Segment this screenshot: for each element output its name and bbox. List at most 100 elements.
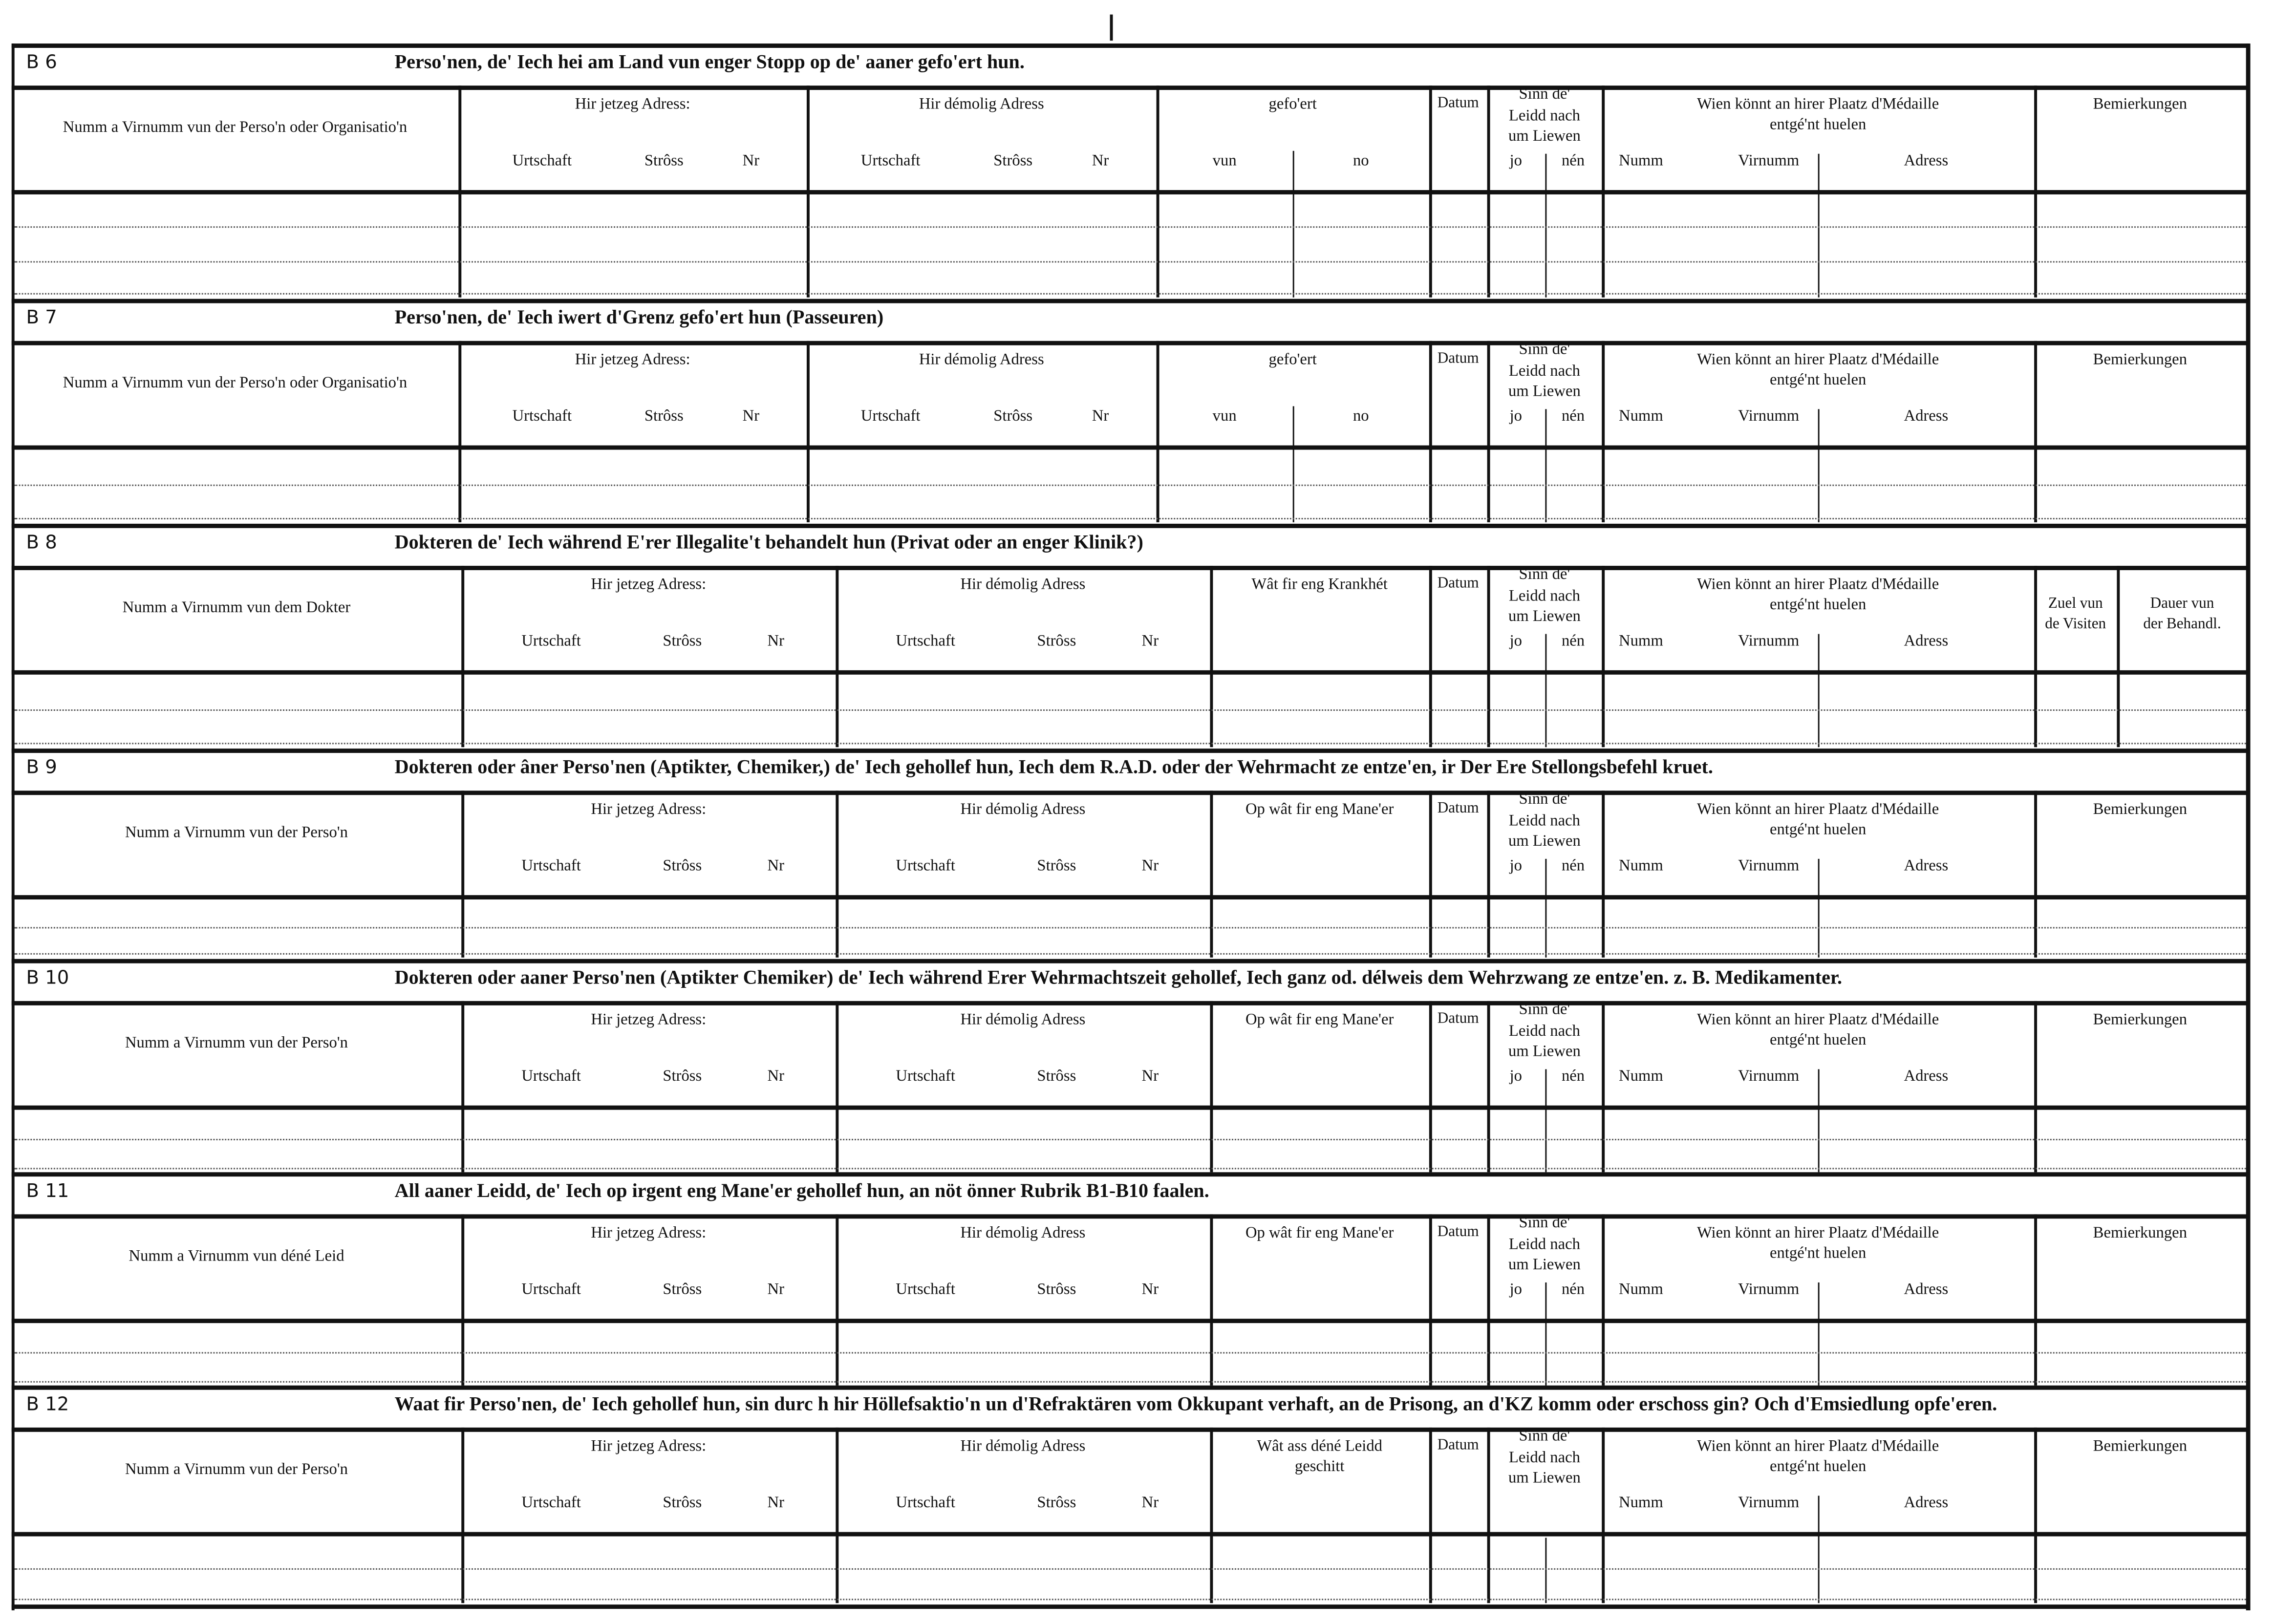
remarks-header: Bemierkungen — [2093, 95, 2187, 113]
divider — [461, 566, 464, 748]
former-address-header: Hir démolig Adress — [919, 95, 1044, 113]
address-subheader: Nr — [767, 857, 785, 875]
divider — [11, 1105, 2249, 1110]
divider — [11, 523, 2249, 528]
name-column-header: Numm a Virnumm vun déné Leid — [129, 1247, 344, 1265]
divider — [1602, 1214, 1604, 1386]
former-address-header: Hir démolig Adress — [960, 1011, 1086, 1029]
section-code: B 6 — [26, 52, 57, 74]
address-subheader: Adress — [1904, 857, 1949, 875]
column4-header: Wât fir eng Krankhét — [1251, 576, 1388, 594]
address-subheader: Adress — [1904, 407, 1949, 426]
divider — [1429, 341, 1432, 522]
former-address-header: Hir démolig Adress — [919, 351, 1044, 369]
divider — [1210, 1427, 1212, 1603]
no-subheader: nén — [1561, 407, 1585, 426]
address-subheader: Strôss — [1037, 857, 1076, 875]
divider — [2034, 1214, 2037, 1386]
former-address-header: Hir démolig Adress — [960, 576, 1086, 594]
remarks-header: Bemierkungen — [2093, 1437, 2187, 1455]
remarks-header: Bemierkungen — [2093, 801, 2187, 818]
current-address-header: Hir jetzeg Adress: — [575, 95, 690, 113]
no-subheader: nén — [1561, 857, 1585, 875]
last-name-subheader: Numm — [1619, 152, 1663, 170]
divider — [1292, 406, 1294, 522]
divider — [1602, 85, 1604, 298]
address-subheader: Strôss — [663, 1494, 702, 1512]
address-subheader: Urtschaft — [521, 632, 581, 650]
address-subheader: Nr — [742, 152, 760, 170]
address-subheader: Strôss — [993, 152, 1033, 170]
divider — [1429, 1214, 1432, 1386]
entry-row-line — [14, 743, 2246, 745]
divider — [1156, 85, 1159, 298]
address-subheader: Urtschaft — [896, 632, 955, 650]
yes-subheader: jo — [1509, 1281, 1522, 1299]
entry-row-line — [14, 953, 2246, 955]
divider — [836, 1001, 838, 1173]
divider — [1818, 634, 1820, 748]
yes-subheader: jo — [1509, 857, 1522, 875]
divider — [1602, 566, 1604, 748]
section-code: B 9 — [26, 757, 57, 779]
entry-row-line — [14, 261, 2246, 263]
divider — [836, 566, 838, 748]
address-subheader: Nr — [1092, 152, 1109, 170]
alive-header: Sinn de' Leidd nach um Liewen — [1508, 566, 1581, 625]
divider — [2034, 85, 2037, 298]
first-name-subheader: Virnumm — [1738, 1281, 1800, 1299]
section-code: B 7 — [26, 307, 57, 330]
address-subheader: Strôss — [663, 1068, 702, 1086]
address-subheader: Nr — [767, 1281, 785, 1299]
divider — [2034, 1427, 2037, 1603]
no-subheader: nén — [1561, 1281, 1585, 1299]
address-subheader: Nr — [767, 1068, 785, 1086]
date-header: Datum — [1437, 1224, 1479, 1240]
divider — [11, 299, 2249, 303]
first-name-subheader: Virnumm — [1738, 1494, 1800, 1512]
alive-header: Sinn de' Leidd nach um Liewen — [1508, 1001, 1581, 1061]
divider — [461, 791, 464, 958]
alive-header: Sinn de' Leidd nach um Liewen — [1508, 85, 1581, 145]
divider — [836, 1427, 838, 1603]
alive-header: Sinn de' Leidd nach um Liewen — [1508, 1214, 1581, 1274]
divider — [11, 43, 15, 1611]
medal-header: Wien könnt an hirer Plaatz d'Médaille en… — [1696, 801, 1939, 839]
divider — [11, 1319, 2249, 1323]
former-address-header: Hir démolig Adress — [960, 801, 1086, 818]
divider — [11, 748, 2249, 752]
divider — [1429, 1427, 1432, 1603]
address-subheader: Nr — [767, 632, 785, 650]
name-column-header: Numm a Virnumm vun der Perso'n — [125, 1034, 348, 1052]
divider — [836, 1214, 838, 1386]
address-subheader: Strôss — [644, 407, 684, 426]
divider — [806, 85, 809, 298]
last-name-subheader: Numm — [1619, 1494, 1663, 1512]
medal-header: Wien könnt an hirer Plaatz d'Médaille en… — [1696, 1437, 1939, 1475]
divider — [1818, 858, 1820, 958]
remarks-header: Bemierkungen — [2093, 351, 2187, 369]
column4-header: Op wât fir eng Mane'er — [1245, 801, 1394, 818]
divider — [11, 85, 2249, 89]
from-subheader: vun — [1212, 407, 1237, 426]
address-subheader: Nr — [1092, 407, 1109, 426]
alive-header: Sinn de' Leidd nach um Liewen — [1508, 341, 1581, 401]
address-subheader: Nr — [742, 407, 760, 426]
date-header: Datum — [1437, 1437, 1479, 1454]
last-name-subheader: Numm — [1619, 632, 1663, 650]
divider — [1292, 150, 1294, 298]
current-address-header: Hir jetzeg Adress: — [591, 1437, 707, 1455]
divider — [1429, 1001, 1432, 1173]
entry-row-line — [14, 518, 2246, 520]
entry-row-line — [14, 708, 2246, 710]
address-subheader: Adress — [1904, 1281, 1949, 1299]
divider — [1818, 409, 1820, 522]
address-subheader: Urtschaft — [860, 152, 921, 170]
divider — [1156, 341, 1159, 522]
margin-mark — [1110, 14, 1113, 41]
section-title: Waat fir Perso'nen, de' Iech gehollef hu… — [394, 1392, 1997, 1415]
column4-header: gefo'ert — [1268, 351, 1317, 369]
entry-row-line — [14, 1138, 2246, 1140]
column4-header: Wât ass déné Leidd geschitt — [1257, 1437, 1383, 1475]
